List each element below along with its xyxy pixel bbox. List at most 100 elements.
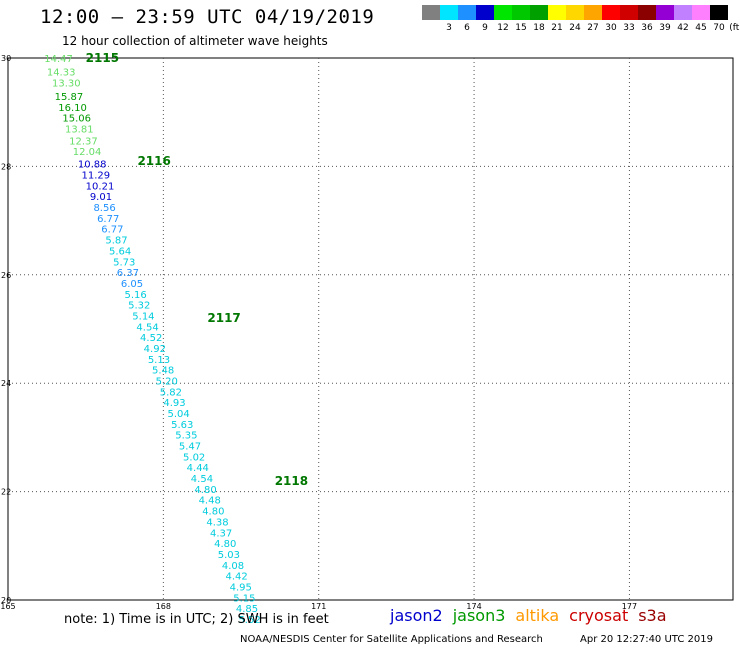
wave-height-value: 12.04 [73, 147, 102, 158]
wave-height-value: 4.37 [210, 528, 232, 539]
wave-height-value: 5.13 [148, 355, 170, 366]
legend-label: 24 [569, 23, 581, 33]
wave-height-value: 4.52 [140, 333, 162, 344]
latitude-tick-label: 22 [1, 488, 11, 497]
mission-cryosat: cryosat [569, 606, 629, 625]
wave-height-value: 10.88 [78, 160, 107, 171]
wave-height-value: 9.01 [90, 192, 112, 203]
wave-height-value: 6.77 [97, 214, 119, 225]
mission-altika: altika [515, 606, 560, 625]
cycle-label: 2117 [207, 311, 240, 325]
longitude-tick-label: 165 [0, 602, 15, 611]
wave-height-value: 5.15 [233, 593, 255, 604]
wave-height-value: 4.08 [222, 561, 244, 572]
map-frame [7, 57, 734, 601]
legend-swatch [476, 5, 494, 20]
wave-height-value: 6.05 [121, 279, 143, 290]
cycle-label: 2115 [86, 51, 119, 65]
legend-swatch [440, 5, 458, 20]
legend-swatch [512, 5, 530, 20]
wave-height-value: 5.03 [218, 550, 240, 561]
wave-height-value: 4.95 [230, 582, 252, 593]
wave-height-value: 4.48 [199, 496, 221, 507]
legend-swatch [458, 5, 476, 20]
latitude-tick-label: 30 [1, 54, 11, 63]
legend-unit: (ft) [729, 23, 740, 33]
wave-height-value: 5.20 [156, 376, 178, 387]
legend-label: 21 [551, 23, 563, 33]
footnote: note: 1) Time is in UTC; 2) SWH is in fe… [64, 612, 329, 627]
legend-label: 39 [659, 23, 671, 33]
latitude-tick-label: 28 [1, 162, 11, 171]
wave-height-value: 5.35 [175, 431, 197, 442]
wave-height-value: 4.54 [191, 474, 213, 485]
wave-height-value: 5.16 [125, 290, 147, 301]
wave-height-value: 4.54 [136, 322, 158, 333]
wave-height-value: 4.93 [163, 398, 185, 409]
latitude-tick-label: 26 [1, 271, 11, 280]
legend-label: 18 [533, 23, 545, 33]
wave-height-value: 4.80 [194, 485, 216, 496]
wave-height-value: 5.14 [132, 311, 154, 322]
cycle-label: 2118 [275, 474, 308, 488]
wave-height-value: 5.47 [179, 442, 201, 453]
wave-height-value: 4.80 [202, 507, 224, 518]
wave-height-value: 5.64 [109, 246, 131, 257]
legend-swatch [566, 5, 584, 20]
wave-height-value: 6.77 [101, 225, 123, 236]
legend-swatch [674, 5, 692, 20]
legend-label: 12 [497, 23, 509, 33]
wave-height-value: 13.81 [65, 124, 94, 135]
legend-swatch [548, 5, 566, 20]
wave-height-value: 4.85 [236, 604, 258, 615]
wave-height-value: 4.92 [144, 344, 166, 355]
legend-swatch [638, 5, 656, 20]
legend-label: 30 [605, 23, 617, 33]
legend-swatch [530, 5, 548, 20]
page-title: 12:00 – 23:59 UTC 04/19/2019 [40, 6, 375, 28]
legend-label: 15 [515, 23, 527, 33]
legend-swatch [692, 5, 710, 20]
wave-height-value: 5.02 [183, 452, 205, 463]
legend-swatch [710, 5, 728, 20]
wave-height-value: 4.44 [187, 463, 209, 474]
wave-height-value: 4.42 [226, 572, 248, 583]
legend-swatch [656, 5, 674, 20]
wave-height-value: 14.33 [47, 68, 76, 79]
wave-height-value: 14.47 [44, 54, 73, 65]
wave-height-value: 5.04 [168, 409, 190, 420]
page-subtitle: 12 hour collection of altimeter wave hei… [62, 34, 328, 48]
longitude-tick-label: 177 [622, 602, 637, 611]
wave-height-value: 11.29 [82, 171, 111, 182]
wave-height-value: 8.56 [93, 203, 115, 214]
wave-height-value: 5.82 [160, 387, 182, 398]
wave-height-value: 13.30 [52, 78, 81, 89]
wave-height-value: 15.06 [62, 114, 91, 125]
wave-height-value: 5.32 [128, 301, 150, 312]
legend-label: 36 [641, 23, 653, 33]
wave-height-value: 4.38 [206, 517, 228, 528]
wave-height-value: 15.87 [55, 92, 84, 103]
legend-label: 9 [482, 23, 488, 33]
wave-height-value: 5.52 [238, 615, 260, 626]
legend-swatch [584, 5, 602, 20]
legend-swatch [620, 5, 638, 20]
legend-label: 27 [587, 23, 599, 33]
longitude-tick-label: 168 [156, 602, 171, 611]
legend-label: 42 [677, 23, 689, 33]
mission-s3a: s3a [638, 606, 667, 625]
wave-height-value: 5.87 [105, 236, 127, 247]
legend-label: 3 [446, 23, 452, 33]
wave-height-value: 12.37 [69, 136, 98, 147]
wave-height-value: 5.48 [152, 366, 174, 377]
legend-label: 33 [623, 23, 635, 33]
wave-height-value: 16.10 [58, 103, 87, 114]
legend-swatch [602, 5, 620, 20]
mission-jason2: jason2 [390, 606, 443, 625]
legend-swatch [494, 5, 512, 20]
cycle-label: 2116 [137, 154, 170, 168]
wave-height-value: 5.73 [113, 257, 135, 268]
legend-swatch [422, 5, 440, 20]
legend-label: 70 [713, 23, 725, 33]
